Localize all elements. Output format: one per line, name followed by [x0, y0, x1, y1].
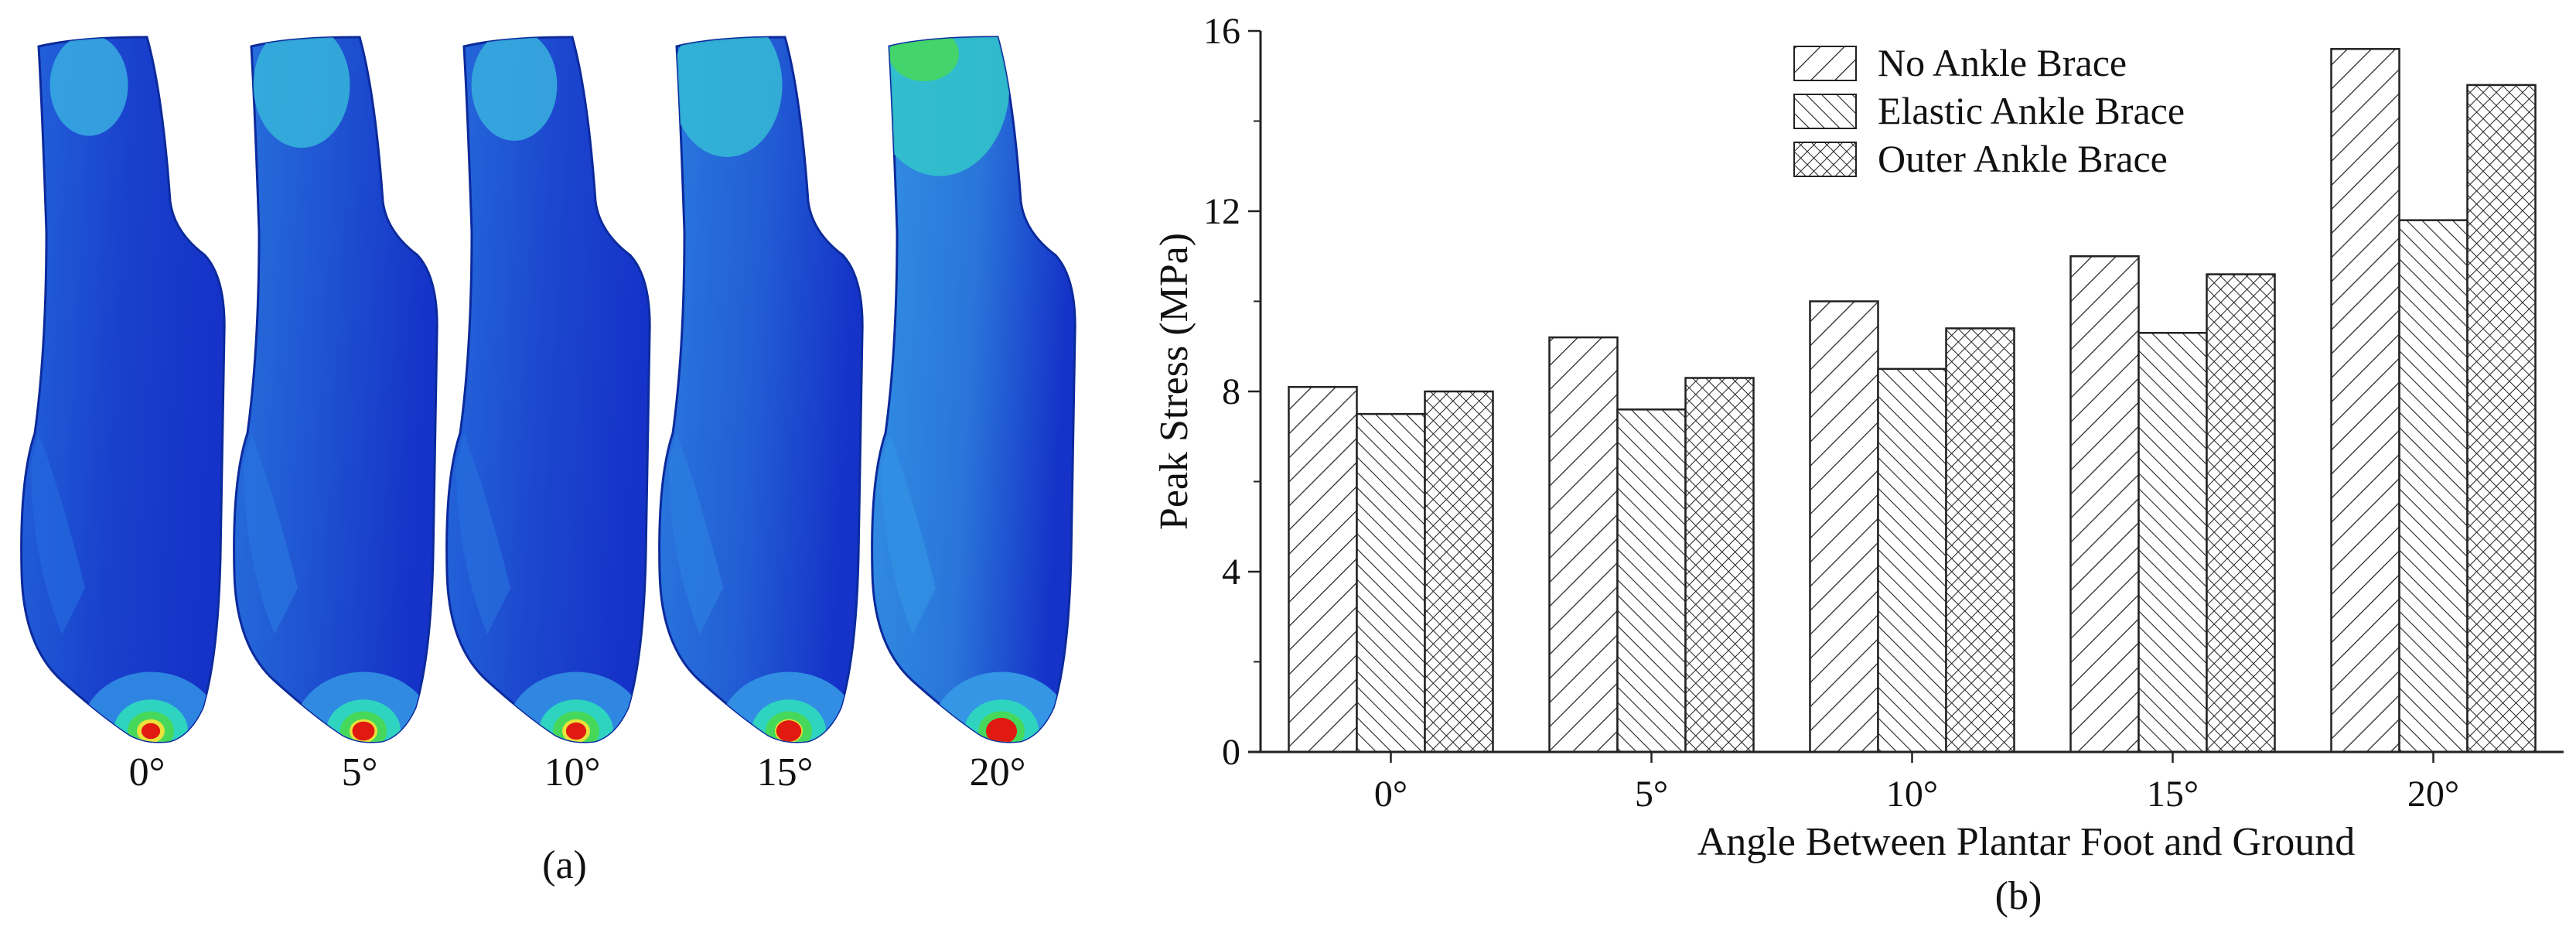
axes-group: 0° 5° 10° 15° 20° 0 4 8 12 16 — [1203, 11, 2564, 815]
fe-contour-panel: 0° 5° 10° 15° 20° (a) — [20, 36, 1076, 887]
foot-model-0: 0° — [20, 36, 226, 794]
bar-diagonal-left-4 — [2398, 219, 2469, 753]
caption-b: (b) — [1995, 874, 2042, 918]
foot-surface — [20, 36, 226, 743]
y-tick-label: 12 — [1203, 191, 1240, 232]
legend-swatch-diagonal-left — [1793, 94, 1857, 129]
side-stress-band — [669, 433, 723, 634]
angle-label: 15° — [757, 750, 814, 794]
bar-crosshatch-4 — [2466, 84, 2537, 753]
y-tick-label: 8 — [1222, 371, 1240, 412]
foot-model-3: 15° — [658, 36, 864, 794]
heel-stress-ring-4 — [565, 722, 587, 740]
foot-model-4: 20° — [871, 36, 1076, 794]
x-tick-label: 10° — [1886, 774, 1938, 815]
legend-label: Elastic Ankle Brace — [1878, 89, 2185, 132]
x-tick-label: 15° — [2147, 774, 2199, 815]
bar-chart: 0° 5° 10° 15° 20° 0 4 8 12 16 No Ankle Brace Elast… — [1152, 11, 2564, 918]
heel-stress-ring-4 — [985, 717, 1018, 742]
side-stress-band — [882, 433, 936, 634]
upper-stress-region — [671, 37, 783, 157]
upper-stress-region — [253, 37, 350, 149]
bar-diagonal-left-3 — [2138, 332, 2208, 753]
y-axis-title: Peak Stress (MPa) — [1152, 233, 1196, 530]
caption-a: (a) — [542, 843, 587, 887]
y-tick-label: 4 — [1222, 552, 1240, 593]
x-tick-label: 0° — [1374, 774, 1407, 815]
foot-surface — [445, 36, 651, 743]
heel-stress-ring-4 — [141, 723, 161, 740]
foot-surface — [658, 36, 864, 743]
legend: No Ankle Brace Elastic Ankle Brace Outer A… — [1793, 41, 2185, 180]
heel-stress-ring-4 — [776, 720, 802, 742]
side-stress-band — [456, 433, 510, 634]
y-tick-label: 16 — [1203, 11, 1240, 52]
angle-label: 20° — [970, 750, 1026, 794]
angle-label: 0° — [129, 750, 165, 794]
bar-diagonal-right-1 — [1548, 336, 1619, 753]
bar-crosshatch-1 — [1684, 377, 1755, 753]
bar-diagonal-right-0 — [1288, 385, 1358, 753]
heel-stress-ring-4 — [352, 721, 375, 741]
y-tick-label: 0 — [1222, 732, 1240, 773]
legend-swatch-diagonal-right — [1793, 46, 1857, 81]
legend-label: Outer Ankle Brace — [1878, 137, 2168, 180]
bars-group — [1288, 48, 2537, 753]
bar-diagonal-right-4 — [2330, 48, 2400, 753]
upper-stress-region — [471, 37, 558, 142]
angle-label: 5° — [342, 750, 378, 794]
x-tick-label: 20° — [2407, 774, 2459, 815]
foot-model-2: 10° — [445, 36, 651, 794]
side-stress-band — [31, 433, 85, 634]
bar-crosshatch-0 — [1424, 390, 1494, 753]
side-stress-band — [244, 433, 298, 634]
bar-diagonal-right-3 — [2069, 255, 2140, 753]
bar-diagonal-left-2 — [1877, 367, 1947, 753]
upper-stress-region — [49, 37, 128, 136]
x-tick-label: 5° — [1635, 774, 1668, 815]
bar-diagonal-left-1 — [1616, 408, 1687, 753]
legend-swatch-crosshatch — [1793, 142, 1857, 177]
legend-label: No Ankle Brace — [1878, 41, 2127, 84]
x-axis-title: Angle Between Plantar Foot and Ground — [1697, 820, 2356, 864]
foot-model-1: 5° — [233, 36, 438, 794]
bar-diagonal-right-2 — [1809, 300, 1879, 753]
foot-models: 0° 5° 10° 15° 20° — [20, 36, 1076, 794]
upper-hotspot — [889, 37, 959, 81]
foot-surface — [233, 36, 438, 743]
angle-label: 10° — [544, 750, 601, 794]
bar-crosshatch-2 — [1945, 327, 2015, 753]
bar-diagonal-left-0 — [1356, 412, 1426, 753]
bar-crosshatch-3 — [2206, 273, 2276, 753]
